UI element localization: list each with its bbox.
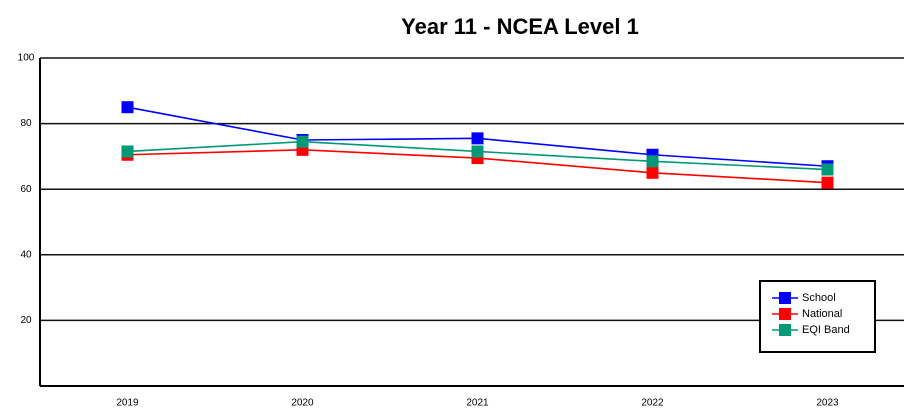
x-tick-label: 2020 (291, 398, 314, 409)
point-marker (471, 145, 484, 158)
y-tick-label: 80 (20, 118, 32, 129)
x-tick-label: 2022 (641, 398, 664, 409)
point-marker (646, 166, 659, 179)
chart-title: Year 11 - NCEA Level 1 (401, 14, 639, 39)
x-tick-label: 2021 (466, 398, 489, 409)
point-marker (821, 176, 834, 189)
legend-label: National (802, 308, 842, 320)
y-tick-label: 60 (20, 184, 32, 195)
point-marker (121, 145, 134, 158)
point-marker (646, 155, 659, 168)
point-marker (821, 163, 834, 176)
legend-marker (779, 324, 791, 336)
legend-label: EQI Band (802, 324, 850, 336)
y-tick-label: 40 (20, 249, 32, 260)
legend-marker (779, 308, 791, 320)
y-tick-label: 20 (20, 315, 32, 326)
y-tick-label: 100 (18, 53, 35, 64)
legend-label: School (802, 292, 836, 304)
point-marker (471, 132, 484, 145)
x-tick-label: 2019 (116, 398, 139, 409)
point-marker (121, 101, 134, 114)
x-tick-label: 2023 (816, 398, 839, 409)
point-marker (296, 135, 309, 148)
legend-marker (779, 292, 791, 304)
